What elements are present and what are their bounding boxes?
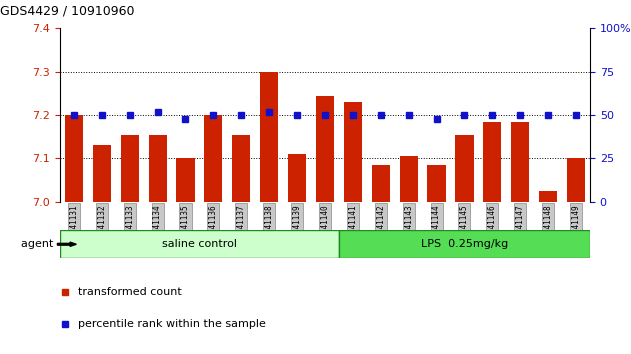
Bar bbox=[316, 96, 334, 202]
Text: transformed count: transformed count bbox=[78, 287, 182, 297]
Bar bbox=[232, 135, 251, 202]
Text: LPS  0.25mg/kg: LPS 0.25mg/kg bbox=[421, 239, 508, 249]
Bar bbox=[260, 72, 278, 202]
FancyBboxPatch shape bbox=[339, 230, 590, 258]
Text: saline control: saline control bbox=[162, 239, 237, 249]
Bar bbox=[288, 154, 306, 202]
Text: percentile rank within the sample: percentile rank within the sample bbox=[78, 319, 266, 329]
Bar bbox=[399, 156, 418, 202]
Bar bbox=[204, 115, 223, 202]
FancyBboxPatch shape bbox=[60, 230, 339, 258]
Bar bbox=[511, 121, 529, 202]
Text: agent: agent bbox=[21, 239, 57, 249]
Bar bbox=[121, 135, 139, 202]
Bar bbox=[483, 121, 502, 202]
Bar bbox=[567, 159, 585, 202]
Bar bbox=[65, 115, 83, 202]
Bar bbox=[93, 145, 111, 202]
Bar bbox=[148, 135, 167, 202]
Bar bbox=[456, 135, 473, 202]
Bar bbox=[372, 165, 390, 202]
Bar bbox=[344, 102, 362, 202]
Bar bbox=[427, 165, 445, 202]
Bar bbox=[539, 191, 557, 202]
Bar bbox=[177, 159, 194, 202]
Text: GDS4429 / 10910960: GDS4429 / 10910960 bbox=[0, 5, 134, 18]
